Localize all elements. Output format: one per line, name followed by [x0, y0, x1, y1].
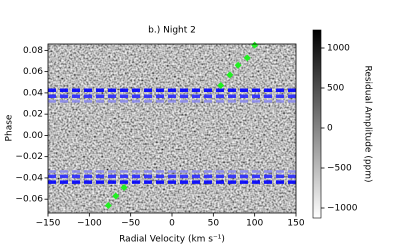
colorbar-tick-label: 1000: [327, 44, 350, 54]
marker: [112, 192, 120, 200]
marker: [234, 61, 242, 69]
marker: [243, 54, 251, 62]
x-tick-label: 150: [287, 219, 304, 229]
marker: [217, 81, 225, 89]
colorbar-tick-label: 500: [327, 84, 344, 94]
y-tick-label: 0.00: [23, 131, 43, 141]
colorbar: [312, 29, 322, 219]
marker: [251, 41, 259, 49]
y-tick-label: 0.06: [23, 67, 43, 77]
marker: [120, 183, 128, 191]
x-axis-label: Radial Velocity (km s⁻¹): [119, 235, 225, 245]
y-tick-label: 0.04: [23, 88, 43, 98]
colorbar-tick-label: −1000: [327, 204, 358, 214]
y-tick-label: 0.02: [23, 110, 43, 120]
colorbar-label: Residual Amplitude (ppm): [363, 65, 373, 182]
x-tick-label: 100: [246, 219, 263, 229]
y-tick-label: −0.06: [15, 195, 43, 205]
y-tick-label: 0.08: [23, 46, 43, 56]
x-tick-label: −50: [121, 219, 140, 229]
y-tick-label: −0.02: [15, 152, 43, 162]
y-axis-label: Phase: [5, 114, 15, 141]
x-tick-label: −100: [77, 219, 102, 229]
y-tick-label: −0.04: [15, 173, 43, 183]
chart-title: b.) Night 2: [148, 26, 196, 36]
colorbar-tick-label: 0: [327, 124, 333, 134]
x-tick-label: −150: [36, 219, 61, 229]
marker: [226, 71, 234, 79]
x-tick-label: 0: [169, 219, 175, 229]
marker: [104, 202, 112, 210]
residual-image: [48, 44, 296, 213]
colorbar-tick-label: −500: [327, 164, 352, 174]
x-tick-label: 50: [208, 219, 220, 229]
